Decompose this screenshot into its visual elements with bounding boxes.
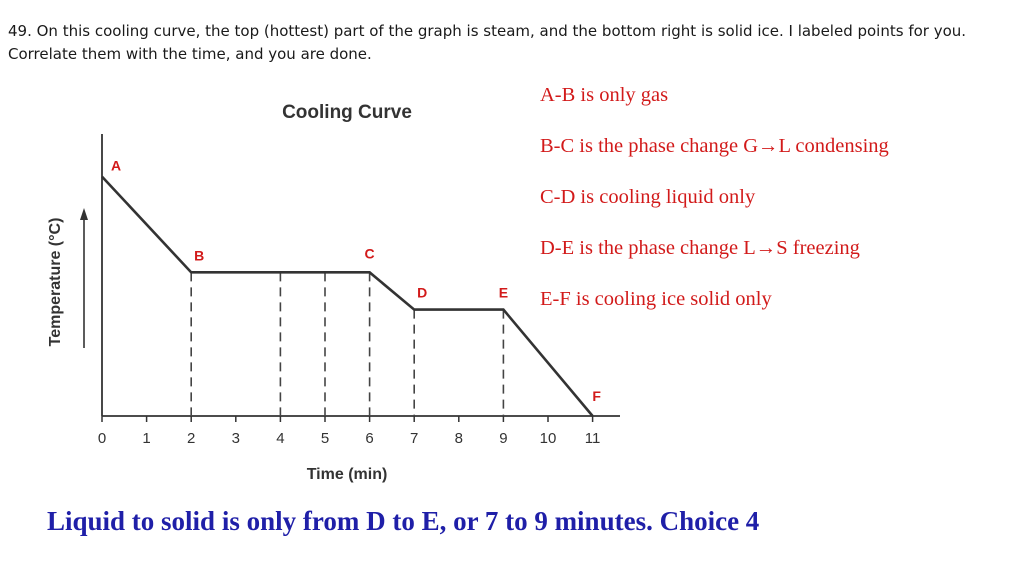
x-tick-label: 0 — [98, 430, 106, 447]
x-tick-label: 10 — [540, 430, 557, 447]
x-tick-label: 9 — [499, 430, 507, 447]
x-tick-label: 6 — [365, 430, 373, 447]
x-tick-label: 4 — [276, 430, 284, 447]
x-tick-label: 5 — [321, 430, 329, 447]
question-text: 49. On this cooling curve, the top (hott… — [8, 20, 1018, 66]
x-tick-label: 2 — [187, 430, 195, 447]
y-axis-label-group: Temperature (°C) — [47, 218, 64, 347]
point-label-b: B — [194, 247, 204, 263]
x-axis-label: Time (min) — [307, 466, 388, 483]
cooling-curve-line — [101, 175, 594, 417]
chart-title: Cooling Curve — [282, 102, 412, 123]
x-axis-ticks: 0 1 2 3 4 5 6 7 8 9 10 11 — [98, 416, 601, 447]
note-d-e: D-E is the phase change L→S freezing — [540, 237, 860, 259]
x-tick-label: 11 — [585, 430, 601, 447]
question-line-2: Correlate them with the time, and you ar… — [8, 45, 372, 63]
point-label-f: F — [592, 388, 601, 404]
x-tick-label: 7 — [410, 430, 418, 447]
note-e-f: E-F is cooling ice solid only — [540, 288, 772, 310]
point-label-c: C — [365, 245, 375, 261]
note-c-d: C-D is cooling liquid only — [540, 186, 756, 208]
x-tick-label: 8 — [455, 430, 463, 447]
x-tick-label: 3 — [232, 430, 240, 447]
point-label-e: E — [499, 285, 508, 301]
point-labels: A B C D E F — [111, 158, 601, 404]
point-label-d: D — [417, 285, 427, 301]
point-label-a: A — [111, 158, 121, 174]
dashed-guides — [190, 272, 505, 416]
cooling-curve-chart: Cooling Curve 0 1 2 3 4 5 6 7 8 9 10 11 A B C D E F Time… — [47, 102, 620, 483]
answer-text: Liquid to solid is only from D to E, or … — [47, 506, 760, 536]
note-a-b: A-B is only gas — [540, 84, 669, 106]
x-tick-label: 1 — [142, 430, 150, 447]
note-b-c: B-C is the phase change G→L condensing — [540, 135, 889, 157]
question-line-1: 49. On this cooling curve, the top (hott… — [8, 22, 967, 40]
y-axis-label: Temperature (°C) — [47, 218, 64, 347]
temperature-arrow-head — [80, 208, 88, 220]
